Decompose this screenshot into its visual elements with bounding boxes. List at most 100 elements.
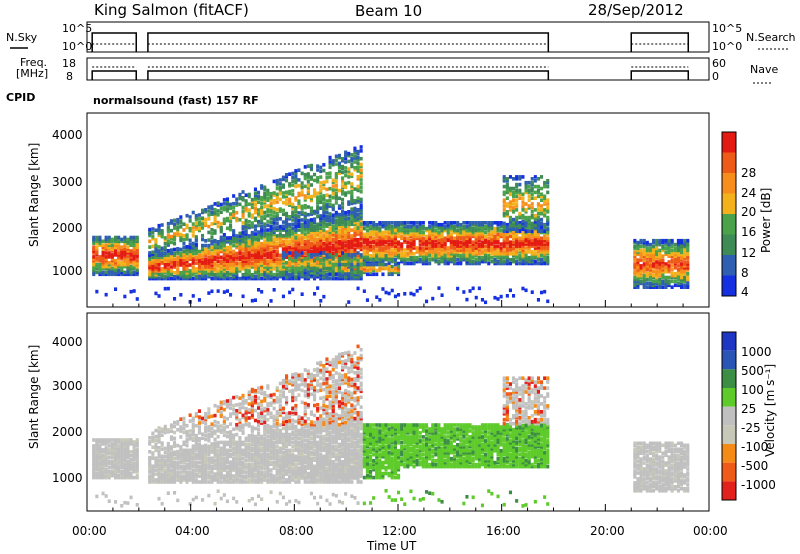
echo-cell xyxy=(123,454,127,458)
echo-cell xyxy=(375,226,379,231)
noise-cell xyxy=(540,290,544,295)
echo-cell xyxy=(533,255,537,260)
echo-cell xyxy=(166,251,170,256)
echo-cell xyxy=(521,238,525,243)
echo-cell xyxy=(655,279,659,284)
echo-cell xyxy=(477,222,481,227)
echo-cell xyxy=(306,270,310,275)
echo-cell xyxy=(359,274,363,279)
echo-cell xyxy=(639,275,643,280)
echo-cell xyxy=(533,236,537,241)
echo-cell xyxy=(107,253,111,257)
echo-cell xyxy=(334,226,338,230)
echo-cell xyxy=(350,238,354,242)
echo-cell xyxy=(490,250,494,254)
echo-cell xyxy=(272,253,276,258)
echo-cell xyxy=(524,208,528,212)
echo-cell xyxy=(154,464,158,468)
noise-cell xyxy=(440,293,444,297)
echo-cell xyxy=(381,242,385,246)
echo-cell xyxy=(135,268,139,273)
echo-cell xyxy=(132,243,136,247)
echo-cell xyxy=(148,462,152,466)
echo-cell xyxy=(241,190,245,194)
echo-cell xyxy=(353,212,357,217)
echo-cell xyxy=(244,271,248,275)
echo-cell xyxy=(452,224,456,229)
echo-cell xyxy=(524,180,528,185)
echo-cell xyxy=(530,180,534,185)
echo-cell xyxy=(129,260,133,265)
echo-cell xyxy=(288,274,292,279)
echo-cell xyxy=(266,188,270,193)
echo-cell xyxy=(257,257,261,261)
echo-cell xyxy=(421,259,425,264)
echo-cell xyxy=(462,226,466,231)
echo-cell xyxy=(110,243,114,247)
velocity-heatmap xyxy=(92,344,690,508)
echo-cell xyxy=(238,202,242,207)
noise-cell xyxy=(468,289,472,293)
echo-cell xyxy=(652,248,656,253)
echo-cell xyxy=(313,192,317,196)
echo-cell xyxy=(490,222,494,227)
echo-cell xyxy=(285,202,289,206)
echo-cell xyxy=(163,454,167,459)
echo-cell xyxy=(642,279,646,284)
echo-cell xyxy=(446,234,450,239)
echo-cell xyxy=(250,263,254,267)
echo-cell xyxy=(232,271,236,275)
echo-cell xyxy=(229,271,233,275)
echo-cell xyxy=(652,246,656,251)
echo-cell xyxy=(179,425,183,429)
echo-cell xyxy=(680,258,684,262)
echo-cell xyxy=(281,220,285,224)
echo-cell xyxy=(502,234,506,239)
echo-cell xyxy=(397,268,401,273)
echo-cell xyxy=(341,228,345,232)
echo-cell xyxy=(213,207,217,212)
echo-cell xyxy=(418,226,422,231)
echo-cell xyxy=(117,247,121,251)
echo-cell xyxy=(356,272,360,277)
echo-cell xyxy=(347,274,351,279)
echo-cell xyxy=(645,248,649,253)
echo-cell xyxy=(114,450,118,454)
echo-cell xyxy=(194,227,198,231)
echo-cell xyxy=(182,426,186,431)
echo-cell xyxy=(418,240,422,244)
echo-cell xyxy=(390,254,394,258)
echo-cell xyxy=(306,253,310,257)
echo-cell xyxy=(381,236,385,241)
echo-cell xyxy=(219,249,223,254)
echo-cell xyxy=(313,260,317,265)
echo-cell xyxy=(132,239,136,244)
echo-cell xyxy=(210,231,214,236)
echo-cell xyxy=(266,274,270,279)
echo-cell xyxy=(297,193,301,198)
echo-cell xyxy=(309,194,313,199)
echo-cell xyxy=(235,238,239,242)
echo-cell xyxy=(235,271,239,275)
echo-cell xyxy=(331,266,335,271)
echo-cell xyxy=(95,262,99,267)
echo-cell xyxy=(353,154,357,158)
echo-cell xyxy=(670,258,674,262)
echo-cell xyxy=(166,476,170,480)
echo-cell xyxy=(98,270,102,275)
echo-cell xyxy=(369,246,373,250)
echo-cell xyxy=(456,228,460,233)
echo-cell xyxy=(238,267,242,271)
echo-cell xyxy=(166,267,170,271)
echo-cell xyxy=(313,276,317,281)
echo-cell xyxy=(281,265,285,269)
echo-cell xyxy=(182,276,186,281)
echo-cell xyxy=(667,275,671,280)
echo-cell xyxy=(400,228,404,233)
echo-cell xyxy=(418,230,422,235)
echo-cell xyxy=(459,246,463,250)
echo-cell xyxy=(107,461,111,466)
noise-cell xyxy=(437,286,441,290)
echo-cell xyxy=(434,248,438,252)
echo-cell xyxy=(151,435,155,440)
